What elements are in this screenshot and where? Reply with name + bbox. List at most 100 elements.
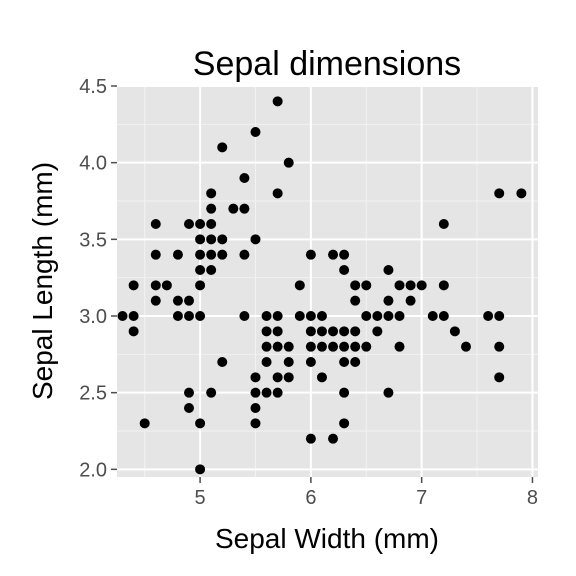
data-point <box>405 295 416 306</box>
y-tick-label: 3.5 <box>79 229 107 251</box>
data-point <box>516 188 527 199</box>
data-point <box>217 234 228 245</box>
data-point <box>383 295 394 306</box>
y-axis-ticks: 2.0 2.5 3.0 3.5 4.0 4.5 <box>79 76 117 481</box>
data-point <box>328 433 339 444</box>
data-points <box>117 96 527 475</box>
data-point <box>272 188 283 199</box>
x-tick-label: 8 <box>527 487 538 509</box>
data-point <box>250 127 261 137</box>
data-point <box>339 326 350 337</box>
data-point <box>283 157 294 168</box>
chart-title: Sepal dimensions <box>193 45 461 83</box>
data-point <box>361 311 372 321</box>
data-point <box>350 280 361 291</box>
data-point <box>250 387 261 398</box>
data-point <box>261 311 272 321</box>
data-point <box>261 357 272 367</box>
data-point <box>339 265 350 275</box>
data-point <box>239 173 250 183</box>
x-tick-label: 5 <box>195 487 206 509</box>
data-point <box>195 265 206 275</box>
data-point <box>438 219 449 229</box>
data-point <box>460 341 471 352</box>
data-point <box>128 326 139 337</box>
data-point <box>206 203 217 214</box>
data-point <box>350 295 361 306</box>
data-point <box>494 188 505 199</box>
data-point <box>494 341 505 352</box>
data-point <box>250 234 261 245</box>
data-point <box>272 326 283 337</box>
data-point <box>261 387 272 398</box>
data-point <box>195 464 206 475</box>
data-point <box>438 280 449 291</box>
data-point <box>261 326 272 337</box>
data-point <box>305 249 316 260</box>
data-point <box>372 326 383 337</box>
data-point <box>195 249 206 260</box>
data-point <box>150 295 161 306</box>
data-point <box>261 341 272 352</box>
data-point <box>339 357 350 367</box>
y-tick-label: 2.5 <box>79 383 107 405</box>
data-point <box>328 249 339 260</box>
data-point <box>427 311 438 321</box>
x-axis-title: Sepal Width (mm) <box>215 523 439 554</box>
data-point <box>350 326 361 337</box>
data-point <box>272 341 283 352</box>
data-point <box>305 341 316 352</box>
x-tick-label: 7 <box>416 487 427 509</box>
data-point <box>139 418 150 429</box>
data-point <box>394 341 405 352</box>
data-point <box>206 387 217 398</box>
data-point <box>316 372 327 383</box>
data-point <box>172 311 183 321</box>
data-point <box>172 295 183 306</box>
data-point <box>361 341 372 352</box>
data-point <box>206 249 217 260</box>
data-point <box>394 280 405 291</box>
data-point <box>328 341 339 352</box>
data-point <box>250 403 261 413</box>
data-point <box>483 311 494 321</box>
data-point <box>316 341 327 352</box>
data-point <box>195 234 206 245</box>
data-point <box>438 311 449 321</box>
data-point <box>394 311 405 321</box>
data-point <box>339 387 350 398</box>
data-point <box>150 249 161 260</box>
data-point <box>383 265 394 275</box>
data-point <box>283 341 294 352</box>
data-point <box>195 280 206 291</box>
data-point <box>328 326 339 337</box>
data-point <box>272 387 283 398</box>
data-point <box>316 326 327 337</box>
y-tick-label: 3.0 <box>79 306 107 328</box>
data-point <box>206 188 217 199</box>
data-point <box>350 341 361 352</box>
data-point <box>184 295 195 306</box>
data-point <box>195 311 206 321</box>
data-point <box>250 372 261 383</box>
data-point <box>305 433 316 444</box>
plot-panel <box>117 86 538 477</box>
data-point <box>383 311 394 321</box>
data-point <box>494 311 505 321</box>
data-point <box>305 311 316 321</box>
data-point <box>350 357 361 367</box>
y-tick-label: 2.0 <box>79 459 107 481</box>
data-point <box>416 280 427 291</box>
data-point <box>283 357 294 367</box>
data-point <box>405 280 416 291</box>
data-point <box>206 265 217 275</box>
data-point <box>184 387 195 398</box>
y-axis-title: Sepal Length (mm) <box>27 162 58 400</box>
data-point <box>272 372 283 383</box>
data-point <box>294 280 305 291</box>
data-point <box>239 249 250 260</box>
y-tick-label: 4.0 <box>79 153 107 175</box>
data-point <box>184 403 195 413</box>
data-point <box>383 387 394 398</box>
